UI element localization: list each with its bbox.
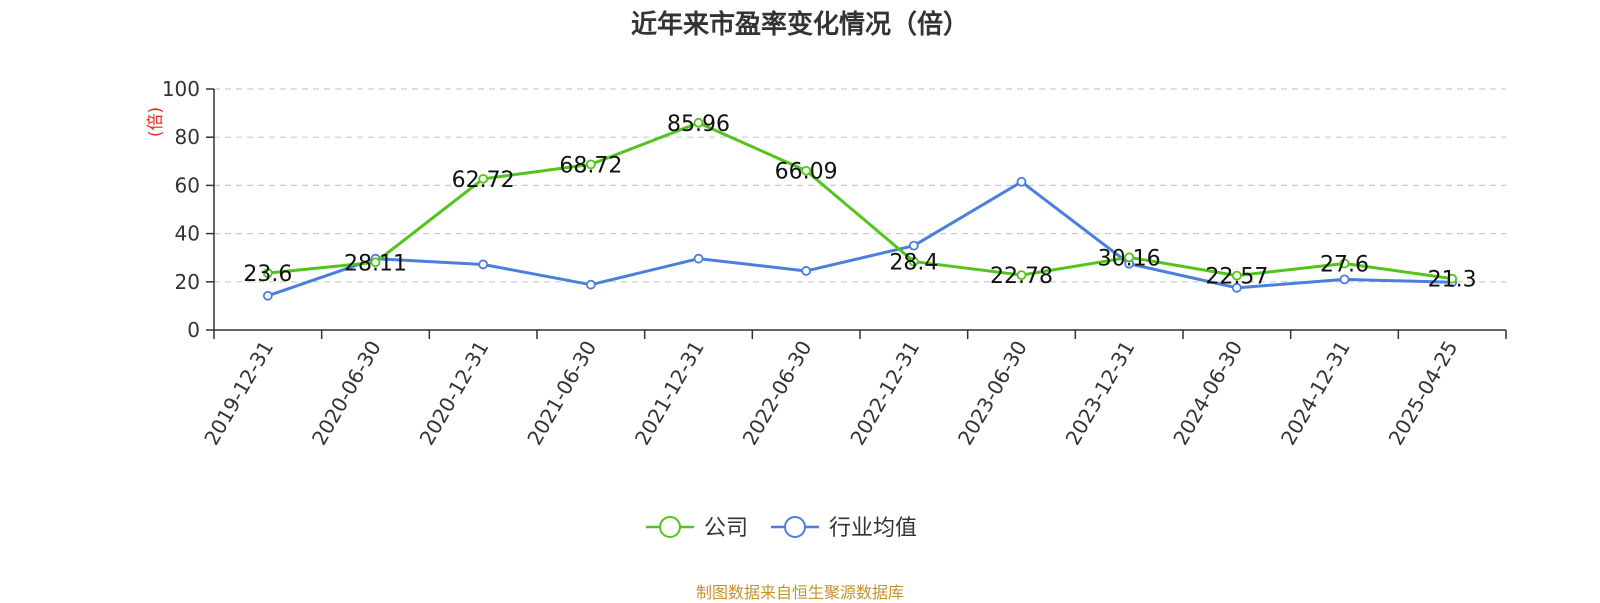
series-line-1	[267, 180, 1453, 298]
x-tick-label: 2022-12-31	[845, 336, 924, 449]
chart-title: 近年来市盈率变化情况（倍）	[630, 10, 969, 40]
data-point[interactable]	[801, 165, 812, 176]
data-label: 27.6	[1320, 252, 1369, 277]
x-tick-label: 2023-12-31	[1061, 337, 1140, 450]
x-tick-label: 2024-06-30	[1168, 337, 1247, 450]
data-point[interactable]	[478, 173, 489, 184]
y-axis-unit-label: (倍)	[146, 107, 166, 137]
data-label: 22.78	[990, 264, 1053, 289]
data-point[interactable]	[693, 253, 704, 264]
grid-layer	[214, 88, 1506, 283]
data-source-note: 制图数据来自恒生聚源数据库	[695, 583, 904, 602]
legend-label: 行业均值	[829, 516, 917, 541]
y-tick-label: 40	[175, 222, 200, 246]
data-label: 62.72	[452, 168, 515, 193]
legend-marker-icon	[784, 516, 806, 538]
legend[interactable]: 公司 行业均值	[646, 516, 917, 541]
data-label: 28.4	[889, 251, 938, 276]
y-tick-label: 0	[187, 318, 200, 342]
legend-item-0[interactable]: 公司	[646, 516, 748, 541]
x-tick-label: 2023-06-30	[953, 337, 1032, 450]
data-label: 85.96	[667, 112, 730, 137]
x-tick-label: 2021-06-30	[522, 337, 601, 450]
data-point[interactable]	[1339, 274, 1350, 285]
data-label: 30.16	[1098, 246, 1161, 271]
x-tick-label: 2022-06-30	[738, 337, 817, 450]
data-label-layer: 23.6 28.11 62.72 68.72 85.96 66.09 28.4 22.78 30…	[243, 112, 1476, 293]
data-point[interactable]	[585, 279, 596, 290]
data-label: 21.3	[1428, 268, 1477, 293]
y-tick-label: 20	[175, 270, 200, 294]
data-point[interactable]	[1016, 270, 1027, 281]
legend-label: 公司	[704, 516, 748, 541]
y-tick-label: 60	[175, 173, 200, 197]
series-line-0	[267, 121, 1453, 281]
data-point[interactable]	[1231, 282, 1242, 293]
y-tick-label: 80	[175, 125, 200, 149]
x-tick-label: 2019-12-31	[199, 337, 278, 450]
x-tick-label: 2020-12-31	[415, 336, 494, 449]
data-point[interactable]	[693, 117, 704, 128]
y-tick-label: 100	[162, 77, 200, 101]
data-label: 68.72	[559, 153, 622, 178]
data-point[interactable]	[1231, 270, 1242, 281]
data-point[interactable]	[1447, 273, 1458, 284]
x-tick-label: 2025-04-25	[1384, 337, 1463, 450]
data-point[interactable]	[1016, 176, 1027, 187]
data-point[interactable]	[262, 290, 273, 301]
data-point[interactable]	[262, 268, 273, 279]
data-label: 28.11	[344, 251, 407, 276]
data-label: 22.57	[1205, 265, 1268, 290]
legend-item-1[interactable]: 行业均值	[771, 516, 917, 541]
data-label: 66.09	[775, 160, 838, 185]
data-point[interactable]	[478, 259, 489, 270]
data-point[interactable]	[908, 256, 919, 267]
data-point[interactable]	[801, 266, 812, 276]
data-label: 23.6	[243, 262, 292, 287]
legend-marker-icon	[659, 516, 681, 538]
series-layer	[262, 117, 1458, 301]
data-point[interactable]	[1124, 252, 1135, 263]
data-point[interactable]	[908, 240, 919, 251]
data-point[interactable]	[370, 257, 381, 268]
x-tick-label: 2020-06-30	[307, 337, 386, 450]
data-point[interactable]	[585, 159, 596, 170]
x-tick-label: 2024-12-31	[1276, 337, 1355, 450]
x-tick-label: 2021-12-31	[630, 337, 709, 450]
data-point[interactable]	[1339, 258, 1350, 269]
